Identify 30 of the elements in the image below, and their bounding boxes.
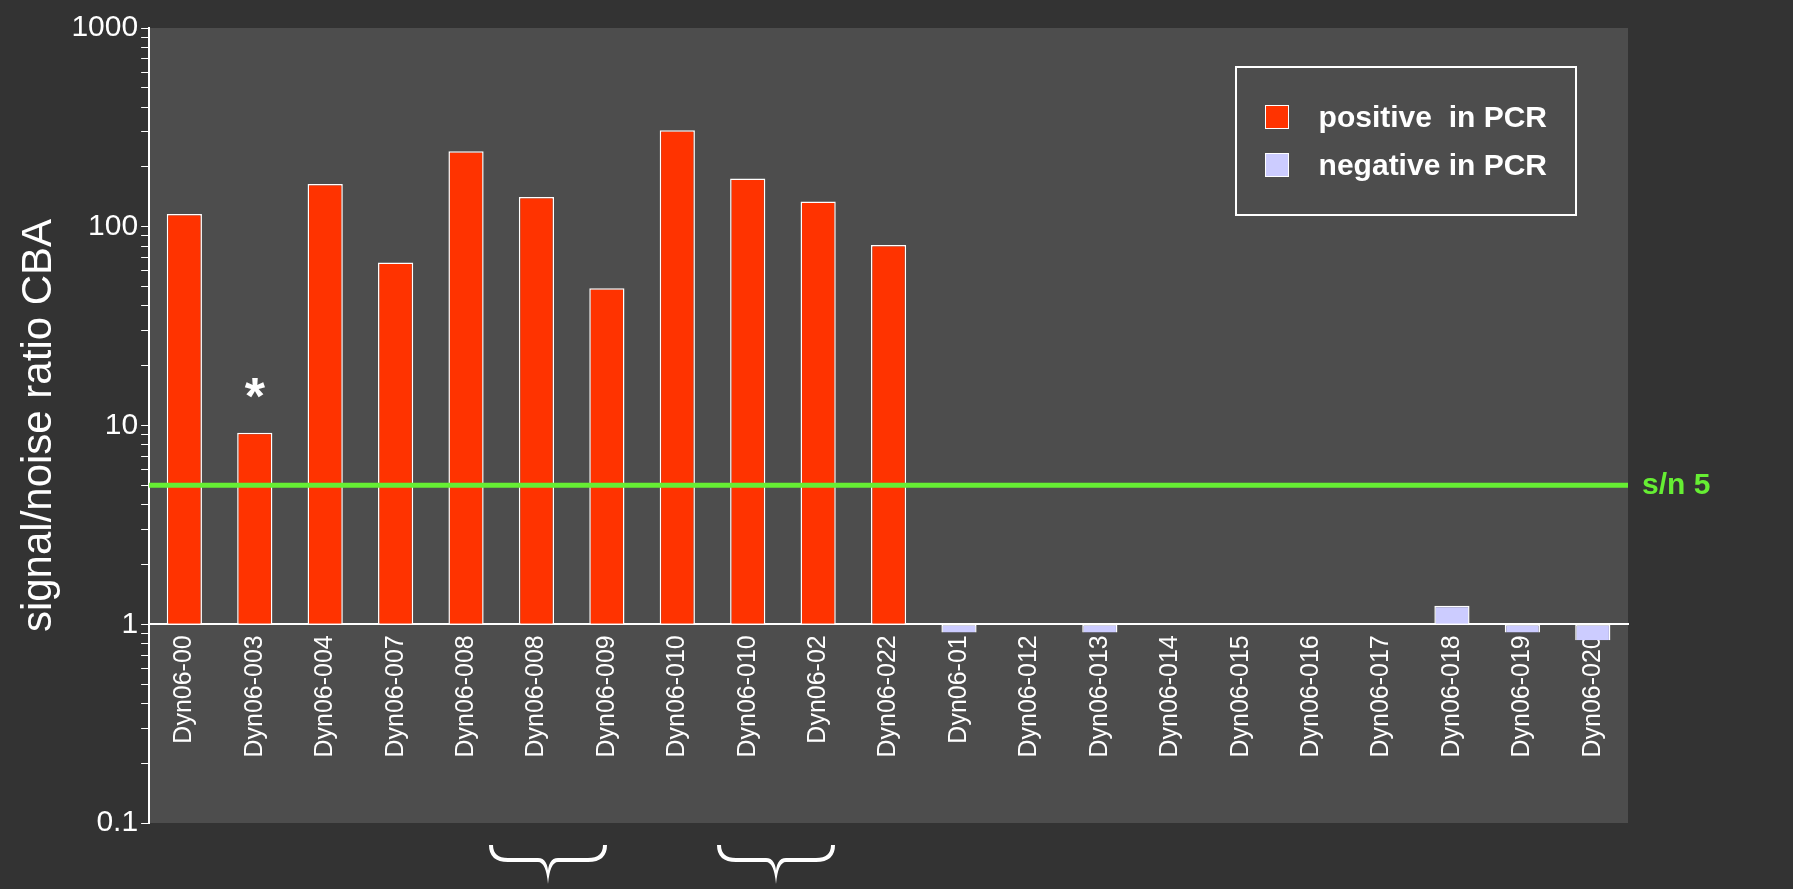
- y-tick-label: 100: [88, 208, 139, 242]
- x-tick-label: Dyn06-007: [379, 635, 408, 758]
- y-tick-label: 0.1: [96, 804, 139, 838]
- annotation: *: [244, 367, 266, 426]
- x-tick-label: Dyn06-012: [1013, 635, 1042, 758]
- x-tick-label: Dyn06-017: [1365, 635, 1394, 758]
- x-tick-label: Dyn06-008: [449, 635, 478, 758]
- x-tick-label: Dyn06-010: [661, 635, 690, 758]
- x-tick-label: Dyn06-019: [1506, 635, 1535, 758]
- x-tick-label: Dyn06-022: [872, 635, 901, 758]
- y-tick-label: 1000: [71, 9, 139, 43]
- x-tick-label: Dyn06-010: [731, 635, 760, 758]
- x-tick-label: Dyn06-00: [168, 635, 197, 744]
- x-tick-label: Dyn06-02: [802, 635, 831, 744]
- x-tick-label: Dyn06-004: [309, 635, 338, 758]
- legend-label: negative in PCR: [1318, 148, 1547, 182]
- x-tick-label: Dyn06-008: [520, 635, 549, 758]
- x-tick-label: Dyn06-013: [1083, 635, 1112, 758]
- x-tick-label: Dyn06-01: [942, 635, 971, 744]
- y-tick-label: 1: [121, 605, 139, 639]
- ref-line-label: s/n 5: [1642, 466, 1711, 500]
- x-tick-label: Dyn06-016: [1294, 635, 1323, 758]
- y-tick-label: 10: [104, 406, 139, 440]
- x-tick-label: Dyn06-015: [1224, 635, 1253, 758]
- y-axis-title: signal/noise ratio CBA: [12, 218, 60, 633]
- x-tick-label: Dyn06-003: [238, 635, 267, 758]
- legend-label: positive in PCR: [1318, 100, 1547, 134]
- x-tick-label: Dyn06-009: [590, 635, 619, 758]
- x-tick-label: Dyn06-014: [1154, 635, 1183, 758]
- x-tick-label: Dyn06-018: [1435, 635, 1464, 758]
